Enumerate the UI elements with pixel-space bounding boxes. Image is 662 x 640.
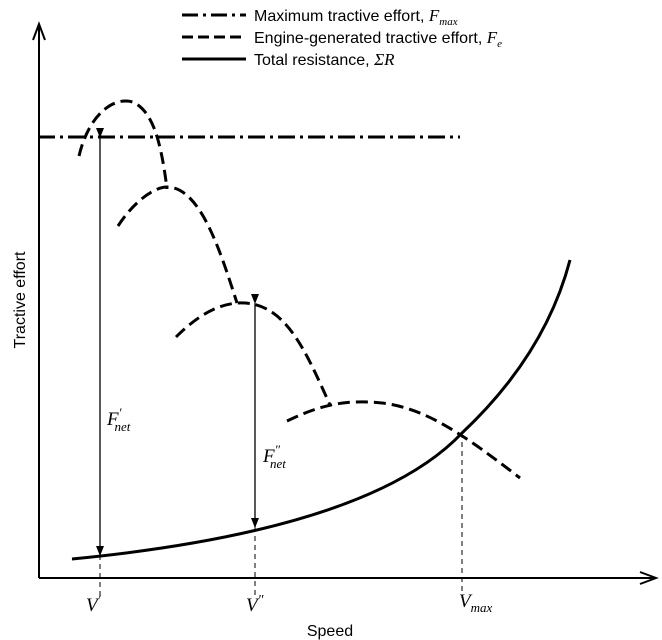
speed-guides [99,433,463,598]
x-axis-label: Speed [307,623,353,640]
gear-4-curve [286,400,521,480]
gear-2-curve [116,185,239,304]
engine-tractive-effort-curves [77,99,521,480]
legend: Maximum tractive effort, Fmax Engine-gen… [182,6,502,69]
legend-label-max-tractive: Maximum tractive effort, Fmax [254,6,458,28]
legend-label-engine-tractive: Engine-generated tractive effort, Fe [254,28,502,50]
legend-label-total-resistance: Total resistance, ΣR [254,50,395,69]
x-tick-v-max: Vmax [459,591,492,615]
y-axis-arrowhead [32,21,46,41]
x-axis-arrowhead [639,571,659,585]
axes [32,21,659,585]
gear-1-curve [77,99,169,190]
net-force-arrows [96,128,259,556]
y-axis-label: Tractive effort [12,251,29,348]
total-resistance-curve [71,259,572,561]
x-tick-v-double-prime: V″ [246,593,264,616]
gear-3-curve [174,301,332,406]
x-tick-v-prime: V′ [86,593,102,616]
f-net-double-prime-label: F″ net [262,442,286,471]
f-net-prime-label: F′ net [106,405,131,434]
